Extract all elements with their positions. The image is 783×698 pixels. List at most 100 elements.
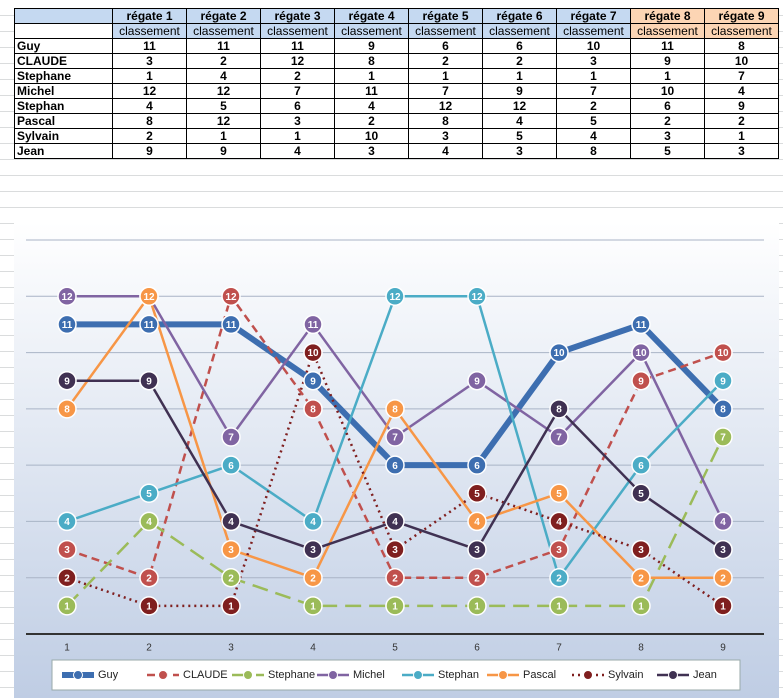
marker — [57, 596, 77, 616]
marker — [139, 596, 159, 616]
table-cell: 2 — [408, 53, 483, 69]
table-cell: 1 — [630, 68, 705, 84]
row-name: Guy — [14, 38, 113, 54]
marker — [713, 539, 733, 560]
column-subheader: classement — [630, 23, 705, 39]
data-label: 1 — [310, 601, 316, 612]
data-label: 3 — [474, 545, 480, 556]
table-cell: 3 — [556, 53, 631, 69]
marker — [385, 567, 405, 588]
data-label: 5 — [638, 489, 644, 500]
data-label: 12 — [471, 292, 483, 303]
table-cell: 4 — [556, 128, 631, 144]
data-label: 4 — [228, 517, 234, 528]
legend-label: Michel — [353, 669, 385, 681]
table-cell: 10 — [334, 128, 409, 144]
x-tick-label: 2 — [146, 643, 152, 654]
data-label: 9 — [720, 376, 726, 387]
table-cell: 11 — [260, 38, 335, 54]
table-cell: 4 — [408, 143, 483, 159]
data-label: 9 — [64, 376, 70, 387]
column-subheader: classement — [704, 23, 779, 39]
marker — [631, 370, 651, 391]
table-row: Guy 11 11 11 9 6 6 10 11 8 — [14, 38, 779, 54]
data-label: 3 — [310, 545, 316, 556]
legend-marker — [243, 670, 253, 680]
marker — [57, 286, 77, 307]
table-cell: 1 — [334, 68, 409, 84]
table-row: Jean 9 9 4 3 4 3 8 5 3 — [14, 143, 779, 159]
x-tick-label: 3 — [228, 643, 234, 654]
marker — [549, 483, 569, 504]
data-label: 1 — [392, 601, 398, 612]
marker — [385, 596, 405, 616]
marker — [549, 342, 569, 363]
data-label: 1 — [228, 601, 234, 612]
row-name: CLAUDE — [14, 53, 113, 69]
marker — [303, 567, 323, 588]
table-cell: 8 — [556, 143, 631, 159]
marker — [303, 370, 323, 391]
marker — [57, 567, 77, 588]
table-cell: 7 — [704, 68, 779, 84]
row-name: Jean — [14, 143, 113, 159]
corner-cell — [14, 8, 113, 24]
data-label: 4 — [392, 517, 398, 528]
data-label: 3 — [64, 545, 70, 556]
x-tick-label: 4 — [310, 643, 316, 654]
column-header: régate 2 — [186, 8, 261, 24]
row-name: Stephan — [14, 98, 113, 114]
marker — [221, 596, 241, 616]
column-subheader: classement — [260, 23, 335, 39]
marker — [385, 427, 405, 447]
table-cell: 5 — [630, 143, 705, 159]
data-label: 1 — [638, 601, 644, 612]
table-cell: 4 — [186, 68, 261, 84]
table-cell: 8 — [112, 113, 187, 129]
table-cell: 1 — [556, 68, 631, 84]
data-label: 7 — [720, 433, 726, 444]
table-cell: 2 — [334, 113, 409, 129]
data-label: 2 — [64, 573, 70, 584]
data-label: 3 — [228, 545, 234, 556]
marker — [221, 539, 241, 560]
table-cell: 8 — [408, 113, 483, 129]
table-cell: 10 — [556, 38, 631, 54]
table-cell: 6 — [630, 98, 705, 114]
data-label: 5 — [556, 489, 562, 500]
column-subheader: classement — [408, 23, 483, 39]
legend-label: Jean — [693, 669, 717, 681]
table-cell: 11 — [334, 83, 409, 99]
table-cell: 5 — [482, 128, 557, 144]
marker — [713, 399, 733, 419]
marker — [221, 511, 241, 532]
data-label: 8 — [720, 404, 726, 415]
data-label: 2 — [638, 573, 644, 584]
table-cell: 3 — [630, 128, 705, 144]
table-cell: 9 — [334, 38, 409, 54]
data-label: 9 — [638, 376, 644, 387]
data-label: 12 — [389, 292, 401, 303]
marker — [221, 427, 241, 447]
data-label: 4 — [310, 517, 316, 528]
data-label: 1 — [474, 601, 480, 612]
x-tick-label: 9 — [720, 643, 726, 654]
data-label: 8 — [310, 404, 316, 415]
table-cell: 2 — [630, 113, 705, 129]
header-row: régate 1 régate 2 régate 3 régate 4 régate 5… — [14, 8, 779, 24]
data-label: 7 — [556, 433, 562, 444]
data-label: 10 — [307, 348, 319, 359]
marker — [467, 567, 487, 588]
legend-marker — [583, 670, 593, 680]
table-cell: 9 — [112, 143, 187, 159]
marker — [631, 455, 651, 475]
data-label: 11 — [62, 320, 73, 331]
x-tick-label: 7 — [556, 643, 562, 654]
marker — [549, 399, 569, 419]
marker — [549, 511, 569, 532]
data-label: 5 — [474, 489, 480, 500]
legend-marker — [413, 670, 423, 680]
table-cell: 7 — [408, 83, 483, 99]
marker — [549, 427, 569, 447]
marker — [139, 511, 159, 532]
